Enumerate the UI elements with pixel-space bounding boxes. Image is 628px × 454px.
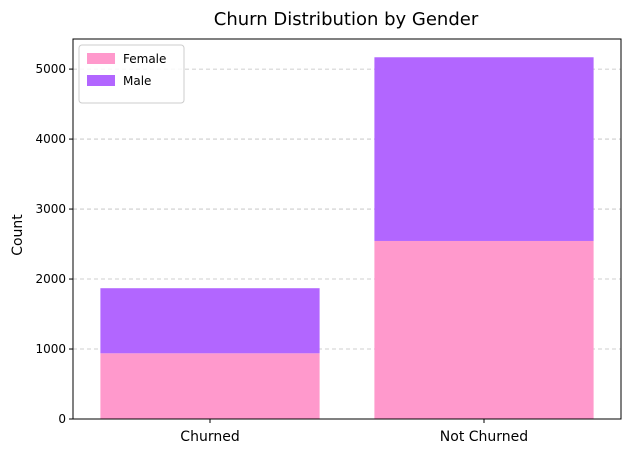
bar-male-not-churned bbox=[374, 57, 594, 241]
y-tick-label: 4000 bbox=[35, 132, 66, 146]
x-axis-ticks: Churned Not Churned bbox=[180, 419, 528, 445]
legend-swatch-female bbox=[87, 53, 115, 64]
y-tick-label: 1000 bbox=[35, 342, 66, 356]
y-tick-label: 3000 bbox=[35, 202, 66, 216]
y-tick-label: 5000 bbox=[35, 62, 66, 76]
y-tick-label: 0 bbox=[58, 412, 66, 426]
y-axis-label: Count bbox=[10, 214, 26, 256]
x-tick-label: Not Churned bbox=[440, 429, 528, 445]
legend-label-male: Male bbox=[123, 74, 151, 88]
x-tick-label: Churned bbox=[180, 429, 239, 445]
y-axis-ticks: 0 1000 2000 3000 4000 5000 bbox=[35, 62, 73, 426]
bar-female-churned bbox=[100, 353, 320, 419]
bars-layer bbox=[100, 57, 594, 419]
y-tick-label: 2000 bbox=[35, 272, 66, 286]
bar-male-churned bbox=[100, 288, 320, 354]
bar-female-not-churned bbox=[374, 240, 594, 419]
chart-title: Churn Distribution by Gender bbox=[214, 9, 479, 30]
plot-frame bbox=[72, 38, 622, 420]
legend-swatch-male bbox=[87, 75, 115, 86]
legend-label-female: Female bbox=[123, 52, 166, 66]
legend: Female Male bbox=[78, 44, 185, 104]
